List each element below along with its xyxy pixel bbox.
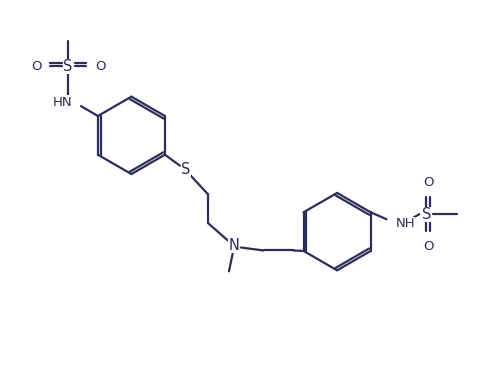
Text: O: O: [95, 60, 105, 73]
Text: S: S: [181, 162, 190, 177]
Text: S: S: [64, 59, 73, 74]
Text: N: N: [228, 238, 239, 253]
Text: O: O: [423, 176, 433, 189]
Text: O: O: [423, 239, 433, 253]
Text: NH: NH: [395, 217, 415, 230]
Text: S: S: [421, 207, 431, 222]
Text: HN: HN: [53, 96, 72, 109]
Text: O: O: [31, 60, 41, 73]
